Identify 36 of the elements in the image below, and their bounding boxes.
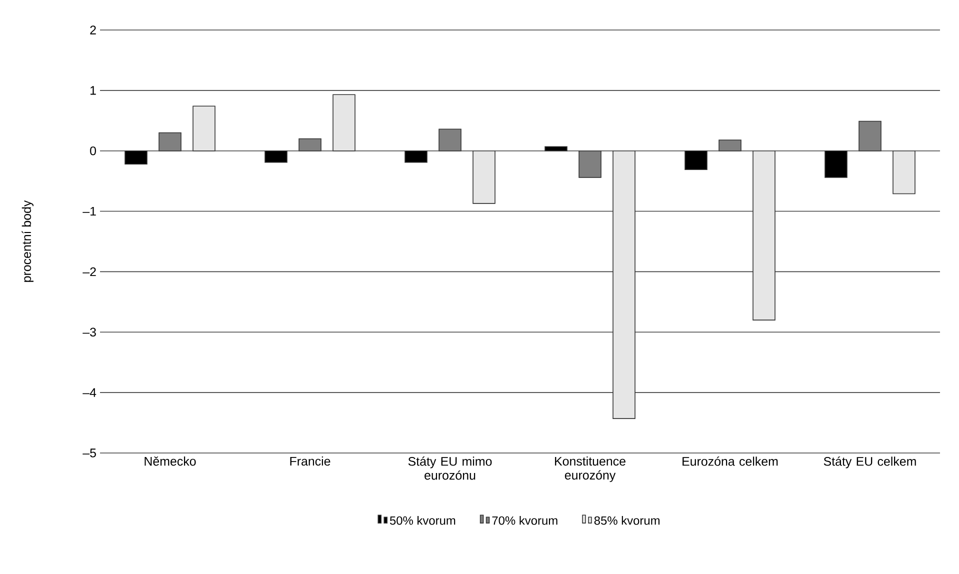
bar xyxy=(892,150,916,194)
bar xyxy=(298,138,322,152)
y-tick-label: –4 xyxy=(82,388,96,397)
bar xyxy=(472,150,496,204)
y-tick-label: –1 xyxy=(82,206,96,216)
bar xyxy=(684,150,708,170)
bar xyxy=(192,106,216,152)
y-tick-label: –3 xyxy=(82,328,96,337)
bar xyxy=(332,94,356,152)
x-tick-label: Konstituence eurozóny xyxy=(555,456,626,482)
bar xyxy=(124,150,148,165)
x-tick-label: Eurozóna celkem xyxy=(682,456,778,466)
x-tick-label: Francie xyxy=(290,456,330,466)
legend-label: 85% kvorum xyxy=(594,516,660,525)
bar xyxy=(438,128,462,152)
legend-label: 70% kvorum xyxy=(492,516,558,525)
x-tick-label: Státy EU mimo eurozónu xyxy=(408,456,492,480)
bar xyxy=(544,146,568,152)
bar xyxy=(858,120,882,152)
legend-label: 50% kvorum xyxy=(390,516,456,525)
x-tick-label: Státy EU celkem xyxy=(824,456,916,468)
y-tick-label: 1 xyxy=(90,86,96,95)
y-tick-label: –5 xyxy=(82,448,96,458)
y-axis-title: procentní body xyxy=(22,200,34,282)
bar xyxy=(612,150,636,419)
y-tick-label: 2 xyxy=(90,26,96,34)
bar xyxy=(718,140,742,152)
bar xyxy=(264,150,288,163)
bar xyxy=(752,150,776,320)
bar xyxy=(824,150,848,178)
x-tick-label: Německo xyxy=(144,456,196,466)
bar xyxy=(158,132,182,152)
y-tick-label: –2 xyxy=(82,267,96,276)
bar xyxy=(404,150,428,163)
y-tick-label: 0 xyxy=(90,146,96,156)
bar xyxy=(578,150,602,178)
